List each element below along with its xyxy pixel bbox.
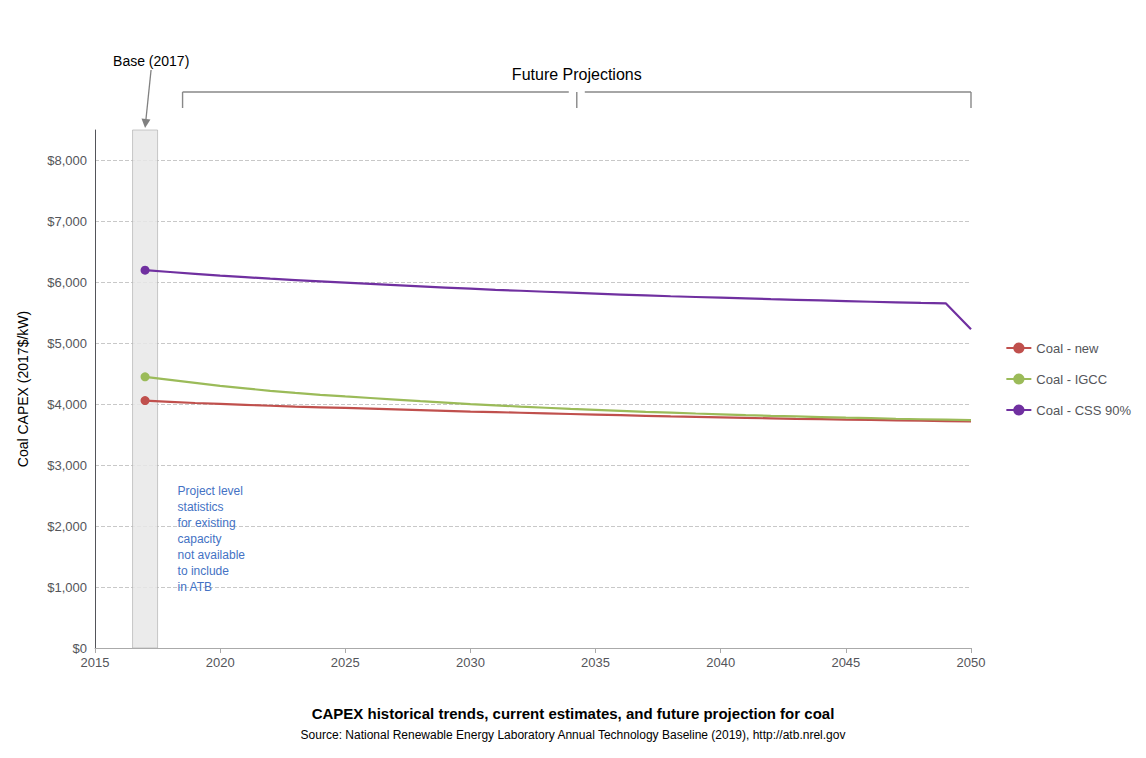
svg-text:Coal - IGCC: Coal - IGCC — [1036, 372, 1107, 387]
svg-text:$8,000: $8,000 — [47, 153, 87, 168]
svg-text:$5,000: $5,000 — [47, 336, 87, 351]
svg-text:Coal CAPEX (2017$/kW): Coal CAPEX (2017$/kW) — [15, 311, 31, 467]
svg-text:$1,000: $1,000 — [47, 580, 87, 595]
svg-text:2045: 2045 — [831, 655, 860, 670]
svg-text:for existing: for existing — [178, 516, 236, 530]
svg-text:Coal - new: Coal - new — [1036, 341, 1099, 356]
svg-text:$7,000: $7,000 — [47, 214, 87, 229]
svg-text:statistics: statistics — [178, 500, 224, 514]
svg-text:2050: 2050 — [957, 655, 986, 670]
svg-text:Future Projections: Future Projections — [512, 66, 642, 83]
svg-text:capacity: capacity — [178, 532, 222, 546]
svg-text:Coal - CSS 90%: Coal - CSS 90% — [1036, 403, 1131, 418]
svg-text:in ATB: in ATB — [178, 580, 212, 594]
svg-text:2015: 2015 — [81, 655, 110, 670]
svg-text:$2,000: $2,000 — [47, 519, 87, 534]
svg-text:$6,000: $6,000 — [47, 275, 87, 290]
svg-text:Project level: Project level — [178, 484, 243, 498]
svg-text:Source: National Renewable Ene: Source: National Renewable Energy Labora… — [301, 728, 846, 742]
svg-text:CAPEX historical trends, curre: CAPEX historical trends, current estimat… — [312, 705, 835, 722]
svg-text:$3,000: $3,000 — [47, 458, 87, 473]
svg-text:2030: 2030 — [456, 655, 485, 670]
svg-text:2035: 2035 — [581, 655, 610, 670]
svg-text:Base (2017): Base (2017) — [113, 53, 189, 69]
svg-text:2020: 2020 — [206, 655, 235, 670]
svg-text:$4,000: $4,000 — [47, 397, 87, 412]
svg-text:to include: to include — [178, 564, 230, 578]
svg-text:$0: $0 — [73, 641, 87, 656]
svg-text:2040: 2040 — [706, 655, 735, 670]
svg-text:not available: not available — [178, 548, 246, 562]
svg-text:2025: 2025 — [331, 655, 360, 670]
